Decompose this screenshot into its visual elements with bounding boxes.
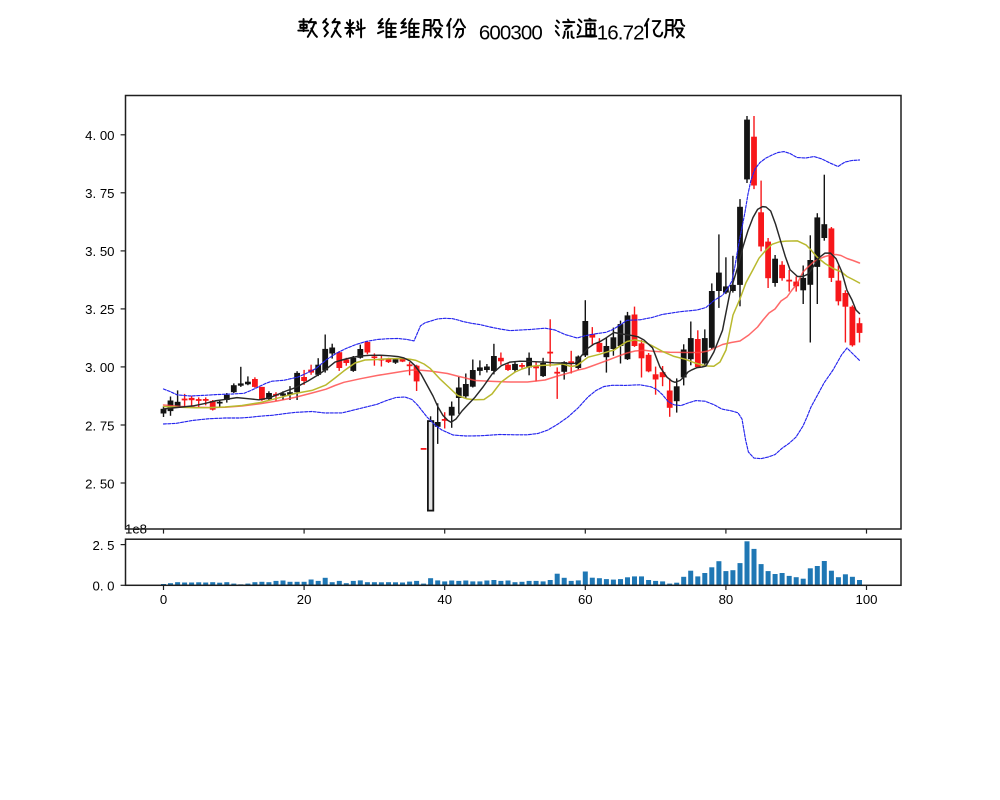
- svg-text:3. 25: 3. 25: [85, 302, 114, 317]
- svg-text:3. 50: 3. 50: [85, 244, 114, 259]
- svg-text:4. 00: 4. 00: [85, 128, 114, 143]
- svg-text:3. 75: 3. 75: [85, 186, 114, 201]
- svg-text:40: 40: [437, 592, 452, 607]
- svg-text:20: 20: [297, 592, 312, 607]
- svg-text:16.72: 16.72: [597, 21, 644, 44]
- svg-text:100: 100: [855, 592, 877, 607]
- svg-text:2. 50: 2. 50: [85, 476, 114, 491]
- svg-text:600300: 600300: [479, 21, 543, 44]
- svg-text:2. 5: 2. 5: [93, 538, 115, 553]
- svg-text:0. 0: 0. 0: [93, 579, 115, 594]
- svg-text:80: 80: [719, 592, 734, 607]
- svg-text:3. 00: 3. 00: [85, 360, 114, 375]
- svg-text:0: 0: [160, 592, 167, 607]
- svg-text:2. 75: 2. 75: [85, 418, 114, 433]
- svg-text:60: 60: [578, 592, 593, 607]
